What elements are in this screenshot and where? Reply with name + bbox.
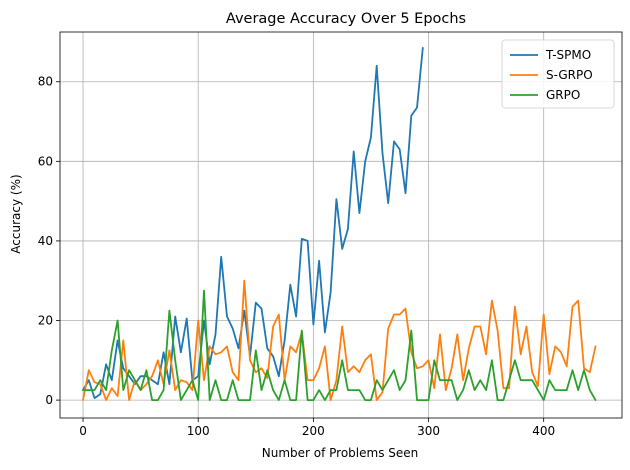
y-tick-label: 80 — [38, 75, 53, 89]
plot-frame — [59, 31, 623, 419]
legend-label-grpo: GRPO — [546, 88, 580, 102]
y-tick-label: 20 — [38, 314, 53, 328]
x-tick-label: 400 — [532, 424, 555, 438]
series-line-grpo — [82, 289, 597, 402]
x-tick-label: 300 — [417, 424, 440, 438]
x-axis: 0 100 200 300 400 — [79, 418, 555, 438]
x-tick-label: 0 — [79, 424, 87, 438]
chart-title: Average Accuracy Over 5 Epochs — [226, 11, 466, 27]
y-axis-title: Accuracy (%) — [9, 174, 23, 253]
x-tick-label: 200 — [302, 424, 325, 438]
y-tick-label: 60 — [38, 154, 53, 168]
legend-label-s-grpo: S-GRPO — [546, 68, 593, 82]
y-tick-label: 0 — [45, 393, 53, 407]
x-axis-title: Number of Problems Seen — [262, 446, 419, 460]
series-line-t-spmo — [82, 47, 424, 400]
y-tick-label: 40 — [38, 234, 53, 248]
legend: T-SPMO S-GRPO GRPO — [501, 39, 615, 109]
x-tick-label: 100 — [187, 424, 210, 438]
y-axis: 0 20 40 60 80 — [38, 75, 60, 407]
legend-label-t-spmo: T-SPMO — [545, 48, 591, 62]
legend-box — [501, 39, 615, 109]
series-lines — [82, 47, 597, 402]
